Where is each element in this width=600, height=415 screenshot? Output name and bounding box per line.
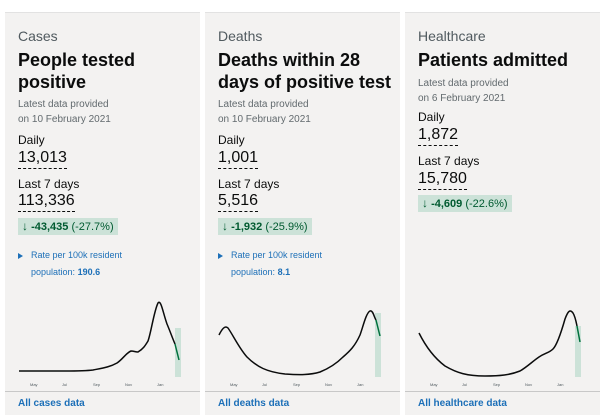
latest-line-1: Latest data provided [218, 99, 309, 110]
rate-value: 8.1 [277, 267, 291, 277]
x-tick: May [430, 382, 438, 387]
card-caption: Deaths [218, 28, 263, 44]
last-7-days-value[interactable]: 15,780 [418, 170, 467, 190]
all-deaths-data-link[interactable]: All deaths data [218, 398, 290, 409]
daily-label: Daily [18, 133, 45, 147]
latest-data-text: Latest data provided on 10 February 2021 [218, 97, 311, 127]
card-divider [205, 391, 400, 392]
change-badge[interactable]: ↓ -1,932 (-25.9%) [218, 218, 312, 235]
last-7-days-label: Last 7 days [218, 177, 280, 191]
rate-summary: Rate per 100k resident population: 190.6 [18, 247, 168, 281]
recent-period-band [375, 313, 381, 377]
x-tick: Nov [125, 382, 132, 387]
deaths-card: Deaths Deaths within 28 days of positive… [205, 12, 400, 415]
daily-value[interactable]: 1,001 [218, 149, 259, 169]
card-divider [405, 391, 600, 392]
rate-label: Rate per 100k resident population: [31, 250, 123, 277]
deaths-trend-chart: May Jul Sep Nov Jan [218, 310, 381, 387]
change-badge[interactable]: ↓ -43,435 (-27.7%) [18, 218, 118, 235]
change-percent: (-27.7%) [71, 221, 114, 233]
recent-trend-line [576, 325, 581, 343]
trend-line [218, 310, 377, 376]
latest-data-text: Latest data provided on 10 February 2021 [18, 97, 111, 127]
x-tick: Nov [525, 382, 532, 387]
all-healthcare-data-link[interactable]: All healthcare data [418, 398, 507, 409]
x-tick: Jul [262, 382, 267, 387]
recent-period-band [175, 328, 181, 377]
daily-label: Daily [418, 110, 445, 124]
x-tick: Jan [557, 382, 563, 387]
change-value: -1,932 [231, 221, 263, 233]
x-tick: Jan [357, 382, 363, 387]
last-7-days-value[interactable]: 5,516 [218, 192, 259, 212]
card-divider [5, 391, 200, 392]
x-tick: May [30, 382, 38, 387]
rate-disclosure[interactable]: Rate per 100k resident population: 190.6 [18, 247, 168, 281]
recent-period-band [575, 326, 581, 377]
last-7-days-label: Last 7 days [18, 177, 80, 191]
rate-summary: Rate per 100k resident population: 8.1 [218, 247, 368, 281]
last-7-days-value[interactable]: 113,336 [18, 192, 75, 212]
daily-label: Daily [218, 133, 245, 147]
recent-trend-line [174, 343, 180, 361]
x-tick: May [230, 382, 238, 387]
change-value: -4,609 [431, 198, 463, 210]
card-heading: People tested positive [18, 50, 136, 92]
disclosure-triangle-icon [218, 253, 223, 259]
recent-trend-line [375, 319, 381, 337]
down-arrow-icon: ↓ [22, 219, 28, 233]
change-percent: (-22.6%) [465, 198, 508, 210]
down-arrow-icon: ↓ [422, 196, 428, 210]
down-arrow-icon: ↓ [222, 219, 228, 233]
trend-line [18, 301, 176, 372]
cases-trend-chart: May Jul Sep Nov Jan [18, 301, 181, 387]
rate-disclosure[interactable]: Rate per 100k resident population: 8.1 [218, 247, 368, 281]
x-tick: Jan [157, 382, 163, 387]
x-tick: Nov [325, 382, 332, 387]
latest-line-2: on 10 February 2021 [218, 114, 311, 125]
rate-value: 190.6 [77, 267, 101, 277]
x-tick: Sep [93, 382, 101, 387]
x-tick: Sep [293, 382, 301, 387]
latest-line-1: Latest data provided [418, 78, 509, 89]
latest-data-text: Latest data provided on 6 February 2021 [418, 76, 509, 106]
all-cases-data-link[interactable]: All cases data [18, 398, 85, 409]
change-badge[interactable]: ↓ -4,609 (-22.6%) [418, 195, 512, 212]
change-value: -43,435 [31, 221, 69, 233]
last-7-days-label: Last 7 days [418, 154, 480, 168]
trend-line [418, 310, 578, 377]
card-caption: Cases [18, 28, 58, 44]
x-tick: Sep [493, 382, 501, 387]
daily-value[interactable]: 1,872 [418, 126, 459, 146]
change-percent: (-25.9%) [265, 221, 308, 233]
daily-value[interactable]: 13,013 [18, 149, 67, 169]
card-caption: Healthcare [418, 28, 486, 44]
healthcare-card: Healthcare Patients admitted Latest data… [405, 12, 600, 415]
latest-line-1: Latest data provided [18, 99, 109, 110]
latest-line-2: on 6 February 2021 [418, 93, 506, 104]
healthcare-trend-chart: May Jul Sep Nov Jan [418, 310, 581, 387]
latest-line-2: on 10 February 2021 [18, 114, 111, 125]
cases-card: Cases People tested positive Latest data… [5, 12, 200, 415]
card-heading: Deaths within 28 days of positive test [218, 50, 392, 92]
rate-label: Rate per 100k resident population: [231, 250, 323, 277]
card-heading: Patients admitted [418, 50, 569, 70]
x-tick: Jul [62, 382, 67, 387]
disclosure-triangle-icon [18, 253, 23, 259]
x-tick: Jul [462, 382, 467, 387]
